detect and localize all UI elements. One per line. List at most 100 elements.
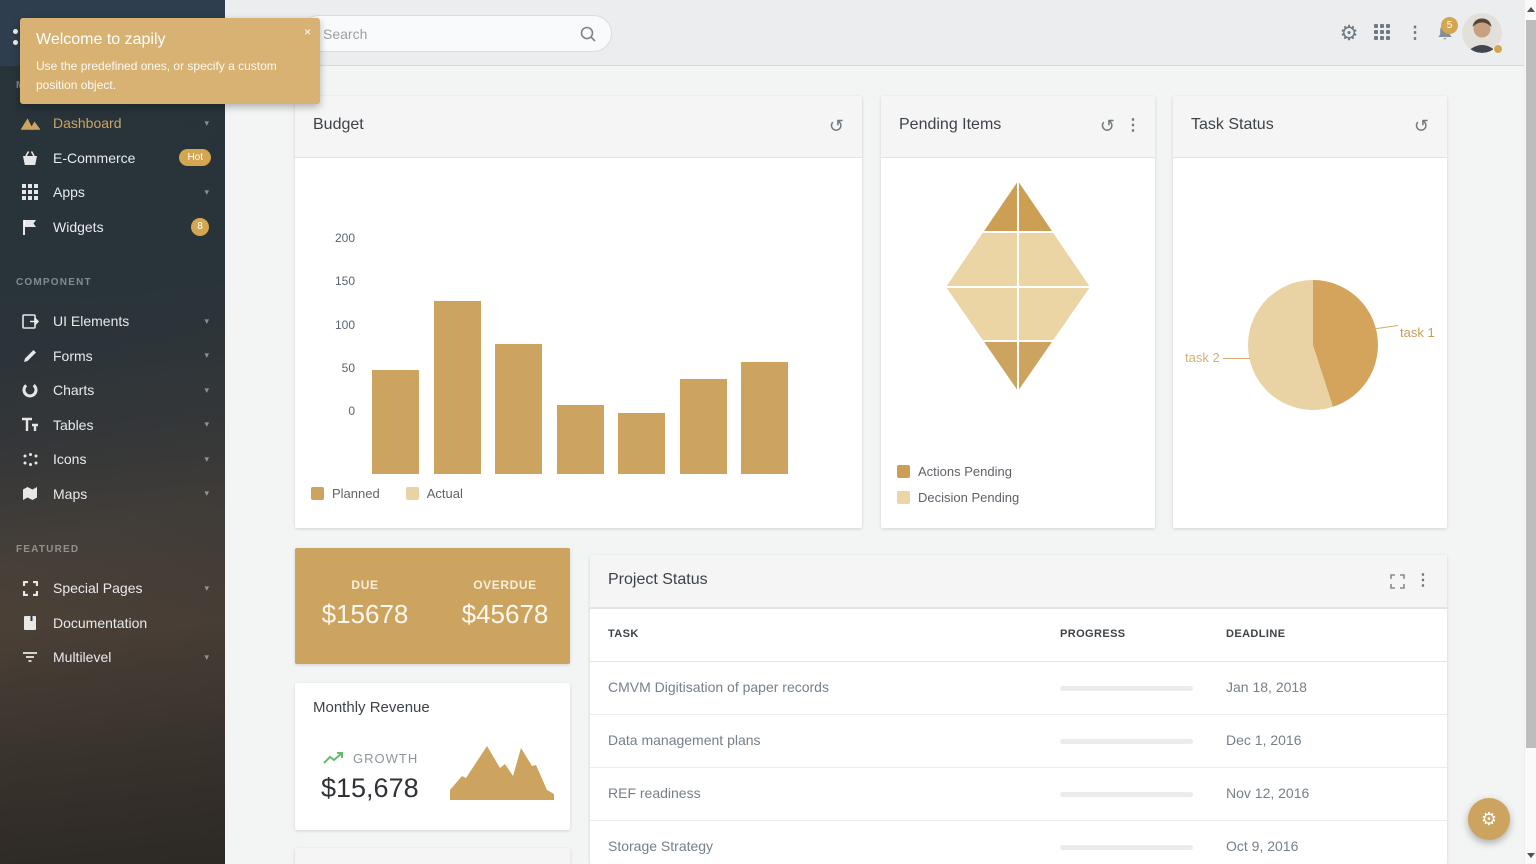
sidebar-item-apps[interactable]: Apps ▾	[0, 175, 225, 209]
project-status-card: Project Status ⋮ TASK PROGRESS DEADLINE …	[590, 555, 1447, 864]
progress-bar-track	[1060, 845, 1193, 850]
apps-icon	[20, 184, 40, 200]
refresh-icon[interactable]: ↺	[828, 116, 844, 136]
sidebar-item-label: Documentation	[53, 614, 148, 631]
sidebar: MAINDashboard▾E-CommerceHotApps▾Widgets8…	[0, 0, 225, 864]
task-pie-chart	[1248, 280, 1378, 410]
legend-swatch-planned	[311, 487, 324, 500]
sidebar-item-label: Tables	[53, 416, 94, 433]
overdue-column: OVERDUE $45678	[450, 578, 560, 630]
refresh-icon[interactable]: ↺	[1413, 116, 1429, 136]
sidebar-section-label: COMPONENT	[16, 277, 92, 288]
monthly-revenue-value: $15,678	[321, 773, 419, 803]
budget-bar	[372, 370, 419, 474]
pending-legend-decision: Decision Pending	[897, 490, 1019, 505]
search-icon[interactable]	[579, 25, 597, 43]
progress-bar-track	[1060, 792, 1193, 797]
fullscreen-expand-icon[interactable]	[1390, 574, 1405, 589]
next-card-sliver	[295, 848, 570, 864]
settings-gear-icon[interactable]: ⚙	[1339, 21, 1359, 45]
project-table-row: Storage Strategy Oct 9, 2016	[590, 821, 1447, 864]
monthly-revenue-card: Monthly Revenue GROWTH $15,678	[295, 683, 570, 830]
progress-bar-track	[1060, 739, 1193, 744]
topbar: ⚙ ⋮	[225, 0, 1524, 66]
deadline-cell: Nov 12, 2016	[1226, 785, 1310, 801]
logo-partial-dot	[13, 40, 18, 45]
legend-swatch-actual	[405, 487, 419, 500]
refresh-icon[interactable]: ↺	[1099, 116, 1115, 136]
kebab-icon[interactable]: ⋮	[1415, 572, 1431, 589]
legend-label-actual: Actual	[426, 486, 463, 501]
welcome-toast: Welcome to zapily Use the predefined one…	[20, 18, 320, 104]
dashboard-icon	[20, 116, 40, 130]
pending-items-card: Pending Items ⋮ ↺ Actions Pending Decisi…	[881, 96, 1155, 528]
sidebar-item-icons[interactable]: Icons ▾	[0, 442, 225, 476]
tables-icon	[20, 417, 40, 432]
documentation-icon	[20, 615, 40, 631]
task-cell: Data management plans	[608, 732, 761, 748]
sidebar-item-label: Special Pages	[53, 580, 143, 596]
sidebar-item-ui-elements[interactable]: UI Elements ▾	[0, 304, 225, 338]
sidebar-item-forms[interactable]: Forms ▾	[0, 339, 225, 373]
chevron-down-icon: ▾	[204, 651, 209, 662]
legend-label-decision: Decision Pending	[918, 490, 1020, 505]
chevron-down-icon: ▾	[204, 582, 209, 593]
avatar-status-dot	[1493, 44, 1503, 54]
logo-partial-dot	[13, 29, 18, 34]
pending-title: Pending Items	[899, 116, 1002, 133]
search-input[interactable]	[323, 16, 563, 51]
sidebar-item-widgets[interactable]: Widgets 8	[0, 210, 225, 244]
chevron-down-icon: ▾	[204, 117, 209, 128]
ecommerce-icon	[20, 150, 40, 166]
task-cell: Storage Strategy	[608, 838, 714, 854]
settings-fab-button[interactable]: ⚙	[1468, 798, 1510, 840]
pending-legend-actions: Actions Pending	[897, 464, 1012, 479]
sidebar-item-dashboard[interactable]: Dashboard ▾	[0, 106, 225, 140]
sidebar-item-tables[interactable]: Tables ▾	[0, 408, 225, 442]
y-axis-tick: 0	[348, 404, 355, 418]
overdue-label: OVERDUE	[473, 578, 537, 592]
deadline-cell: Dec 1, 2016	[1226, 732, 1302, 748]
toast-close-icon[interactable]: ×	[303, 25, 311, 39]
legend-label-planned: Planned	[332, 486, 380, 501]
scrollbar-thumb[interactable]	[1526, 20, 1536, 748]
chevron-down-icon: ▾	[204, 315, 209, 326]
sidebar-item-documentation[interactable]: Documentation	[0, 606, 225, 640]
growth-row: GROWTH	[323, 751, 418, 766]
column-header-task: TASK	[608, 628, 639, 640]
sidebar-item-multilevel[interactable]: Multilevel ▾	[0, 640, 225, 674]
chevron-down-icon: ▾	[204, 453, 209, 464]
chevron-down-icon: ▾	[204, 384, 209, 395]
project-status-title: Project Status	[608, 571, 708, 588]
sidebar-item-special-pages[interactable]: Special Pages ▾	[0, 571, 225, 605]
multilevel-icon	[20, 651, 40, 663]
budget-bar	[679, 379, 727, 474]
y-axis-tick: 150	[334, 274, 355, 289]
toast-title: Welcome to zapily	[36, 31, 166, 48]
forms-icon	[20, 348, 40, 364]
kebab-icon[interactable]: ⋮	[1125, 117, 1141, 134]
scroll-up-arrow[interactable]	[1525, 2, 1536, 16]
ui-elements-icon	[20, 313, 40, 329]
more-kebab-icon[interactable]: ⋮	[1406, 23, 1424, 42]
sidebar-item-charts[interactable]: Charts ▾	[0, 373, 225, 407]
sidebar-item-label: Forms	[53, 347, 93, 364]
due-column: DUE $15678	[315, 578, 415, 630]
sidebar-item-ecommerce[interactable]: E-Commerce Hot	[0, 141, 225, 175]
budget-bar-chart: 200 150 100 50 0	[295, 158, 862, 528]
legend-label-actions: Actions Pending	[918, 464, 1012, 479]
budget-bar	[618, 413, 665, 474]
task-status-title: Task Status	[1191, 116, 1274, 133]
sidebar-item-maps[interactable]: Maps ▾	[0, 477, 225, 511]
sidebar-item-label: Maps	[53, 485, 88, 502]
revenue-sparkline	[450, 746, 554, 800]
scroll-down-arrow[interactable]	[1525, 848, 1536, 862]
page-scrollbar[interactable]	[1524, 0, 1536, 864]
budget-title: Budget	[313, 116, 364, 133]
budget-bar	[495, 344, 542, 474]
project-status-header: Project Status ⋮	[590, 555, 1447, 608]
search-pill	[300, 15, 612, 52]
budget-card-header: Budget ↺	[295, 96, 862, 158]
apps-grid-icon[interactable]	[1368, 0, 1398, 66]
pie-label-task2: task 2	[1185, 350, 1220, 365]
